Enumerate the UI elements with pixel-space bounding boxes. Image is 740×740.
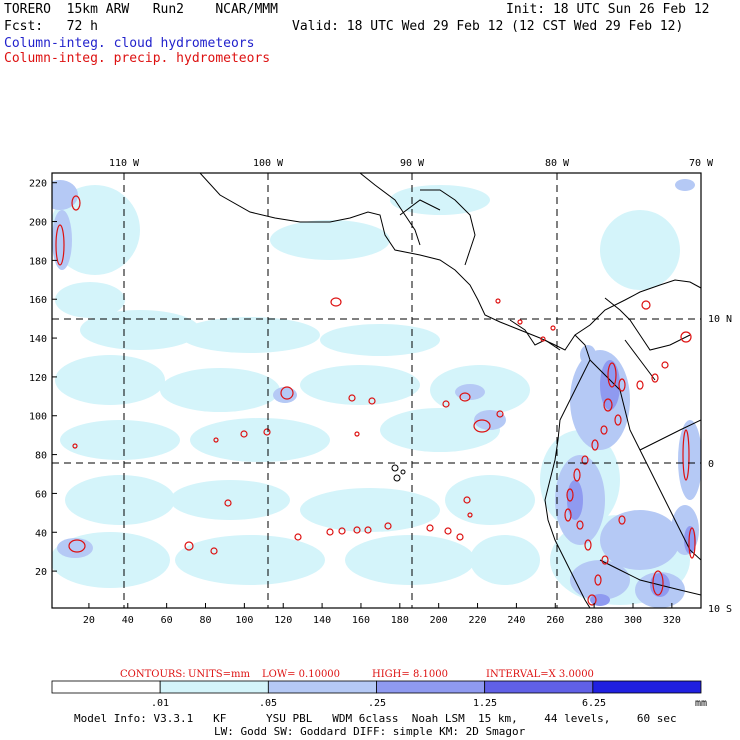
lon-label: 90 W (400, 158, 425, 169)
model-info-line1: Model Info: V3.3.1 KF YSU PBL WDM 6class… (74, 712, 677, 725)
map-frame (51, 172, 702, 609)
cloud-field-label: Column-integ. cloud hydrometeors (4, 36, 255, 51)
model-title: TORERO 15km ARW Run2 NCAR/MMM (4, 2, 278, 17)
colorbar-segment (159, 680, 269, 694)
contour-units: UNITS=mm (188, 669, 251, 680)
colorbar-segment (484, 680, 594, 694)
x-tick-label: 160 (352, 615, 370, 626)
precip-contours (55, 195, 696, 606)
model-info-line2: LW: Godd SW: Goddard DIFF: simple KM: 2D… (214, 725, 526, 738)
y-tick-label: 200 (29, 218, 47, 229)
x-tick-label: 300 (624, 615, 642, 626)
lon-label: 110 W (109, 158, 140, 169)
colorbar-segment (267, 680, 377, 694)
x-tick-label: 180 (391, 615, 409, 626)
colorbar-segment (592, 680, 702, 694)
x-tick-label: 320 (663, 615, 681, 626)
colorbar-label: 6.25 (582, 698, 606, 709)
contour-high: HIGH= 8.1000 (372, 669, 448, 680)
x-tick-label: 200 (430, 615, 448, 626)
y-tick-label: 220 (29, 179, 47, 190)
lat-lon-grid (52, 173, 701, 608)
colorbar-label: .01 (151, 698, 169, 709)
y-tick-label: 140 (29, 334, 47, 345)
contour-interval: INTERVAL=X 3.0000 (486, 669, 594, 680)
colorbar-label: 1.25 (473, 698, 497, 709)
colorbar-label: .25 (368, 698, 386, 709)
y-tick-label: 120 (29, 373, 47, 384)
contour-label: CONTOURS: (120, 669, 186, 680)
x-tick-label: 100 (235, 615, 253, 626)
lon-label: 70 W (689, 158, 714, 169)
colorbar-segment (376, 680, 486, 694)
init-time: Init: 18 UTC Sun 26 Feb 12 (506, 2, 710, 17)
colorbar-segment (51, 680, 161, 694)
y-tick-label: 60 (35, 489, 47, 500)
x-tick-label: 80 (199, 615, 211, 626)
colorbar (51, 680, 702, 694)
x-tick-label: 260 (546, 615, 564, 626)
lon-label: 80 W (545, 158, 570, 169)
x-tick-label: 280 (585, 615, 603, 626)
y-tick-label: 80 (35, 451, 47, 462)
x-tick-label: 140 (313, 615, 331, 626)
x-tick-label: 40 (122, 615, 134, 626)
x-tick-label: 60 (161, 615, 173, 626)
lat-label: 10 N (708, 314, 732, 325)
valid-time: Valid: 18 UTC Wed 29 Feb 12 (12 CST Wed … (292, 19, 684, 34)
colorbar-unit: mm (695, 698, 707, 709)
x-tick-label: 240 (507, 615, 525, 626)
forecast-hour: Fcst: 72 h (4, 19, 98, 34)
y-tick-label: 40 (35, 528, 47, 539)
lat-label: 10 S (708, 604, 732, 615)
contour-low: LOW= 0.10000 (262, 669, 340, 680)
x-tick-label: 120 (274, 615, 292, 626)
coastlines (199, 173, 701, 608)
lat-label: 0 (708, 459, 714, 470)
y-tick-label: 20 (35, 567, 47, 578)
x-tick-label: 220 (469, 615, 487, 626)
precip-field-label: Column-integ. precip. hydrometeors (4, 51, 271, 66)
y-tick-label: 100 (29, 412, 47, 423)
x-tick-label: 20 (83, 615, 95, 626)
colorbar-label: .05 (259, 698, 277, 709)
y-tick-label: 180 (29, 256, 47, 267)
cloud-shading (52, 179, 701, 608)
lon-label: 100 W (253, 158, 284, 169)
y-tick-label: 160 (29, 295, 47, 306)
